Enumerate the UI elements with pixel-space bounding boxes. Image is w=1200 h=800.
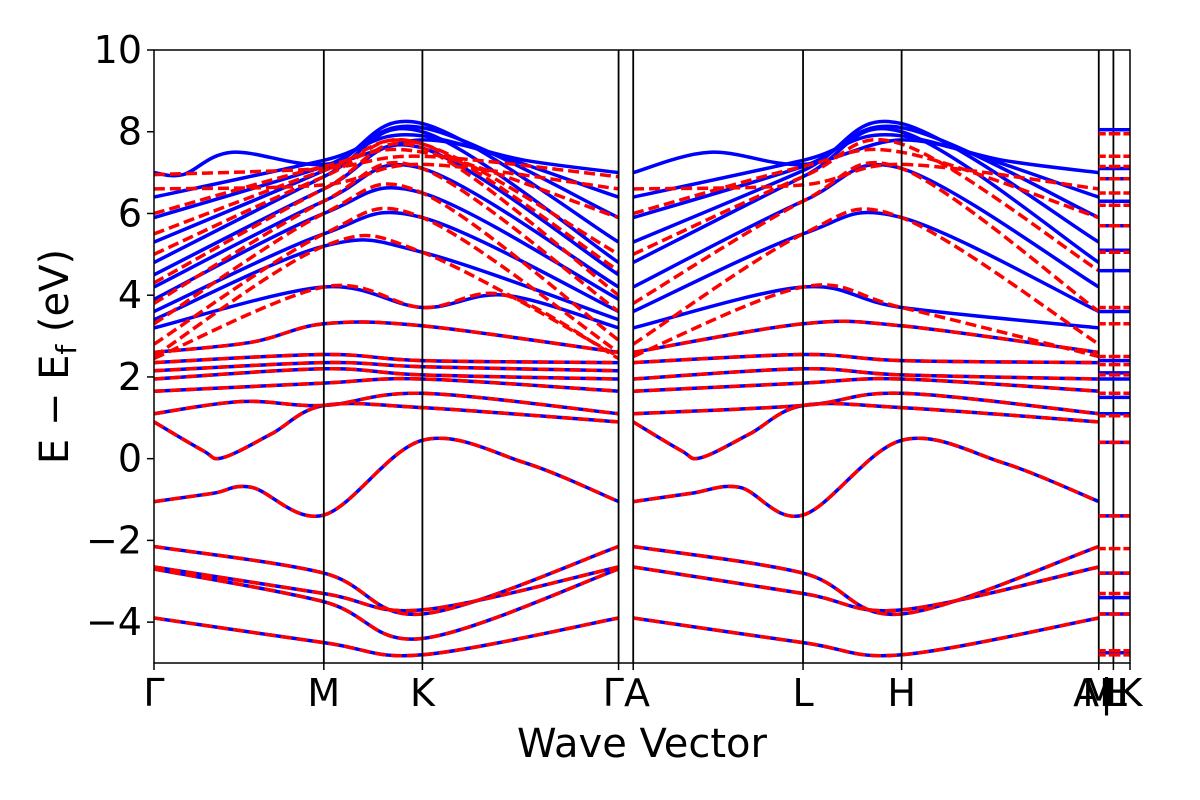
y-tick-label: −4 (86, 600, 142, 644)
x-tick-label: H (1099, 671, 1128, 715)
band-line (154, 147, 620, 220)
band-line (633, 352, 1099, 365)
band-line (632, 147, 1100, 220)
band-line (154, 544, 620, 617)
x-tick-label: Γ (143, 671, 164, 715)
y-tick-label: 8 (118, 110, 142, 154)
x-tick-label: H (887, 671, 916, 715)
band-line (154, 401, 619, 461)
band-line (632, 210, 1100, 314)
band-line (633, 162, 1100, 191)
band-line (633, 391, 1099, 416)
band-line (632, 133, 1100, 199)
band-line (154, 138, 620, 256)
band-line (154, 320, 619, 355)
band-line (632, 319, 1100, 355)
y-axis-label-unit: (eV) (32, 249, 78, 345)
band-line (154, 162, 619, 191)
band-line (632, 616, 1100, 658)
band-line (154, 352, 619, 365)
x-tick-label: | (1100, 671, 1113, 716)
x-tick-label: K (410, 671, 436, 715)
band-line (154, 567, 620, 641)
band-line (632, 544, 1100, 617)
plot-frame (153, 49, 1131, 664)
band-line (632, 283, 1100, 359)
y-tick-label: −2 (86, 518, 142, 562)
y-tick-label: 4 (118, 273, 142, 317)
band-line (154, 366, 619, 381)
band-line (154, 133, 620, 199)
x-tick-label: L (1106, 671, 1127, 715)
band-line (154, 376, 619, 393)
band-line (632, 137, 1100, 273)
band-line (632, 436, 1100, 519)
band-line (633, 366, 1099, 381)
band-line (633, 376, 1099, 393)
y-tick-label: 0 (118, 437, 142, 481)
band-line (632, 616, 1100, 658)
x-tick-label: ΓA (603, 671, 650, 715)
high-symmetry-lines (322, 50, 1115, 663)
band-line (154, 616, 619, 658)
band-line (632, 565, 1100, 613)
x-tick-label: M (307, 671, 340, 715)
band-line (154, 160, 620, 313)
bands-layer (154, 119, 1100, 658)
band-line (632, 436, 1100, 519)
band-line (154, 401, 619, 461)
y-axis-label-main: E − E (32, 355, 78, 465)
band-line (154, 233, 620, 359)
band-line (154, 283, 620, 361)
band-line (154, 154, 619, 179)
band-line (154, 360, 619, 373)
band-line (154, 391, 619, 416)
band-line (154, 436, 620, 519)
band-line (154, 182, 620, 342)
y-tick-label: 6 (118, 191, 142, 235)
band-line (154, 616, 619, 658)
band-line (632, 138, 1100, 175)
x-tick-label: K (1118, 671, 1144, 715)
band-line (154, 210, 620, 314)
band-line (154, 185, 620, 301)
y-axis-ticks: −4 −2 0 2 4 6 8 10 (86, 28, 154, 644)
band-line (632, 401, 1099, 461)
x-axis-ticks: Γ M K ΓA L H AM|LHK (143, 663, 1144, 716)
band-line (154, 206, 620, 354)
short-segment-layer (1098, 127, 1130, 657)
band-line (154, 320, 619, 355)
series-red-dashed (154, 137, 1100, 658)
band-line (632, 319, 1100, 355)
band-line (632, 284, 1099, 330)
band-line (154, 436, 620, 519)
band-line (154, 238, 620, 322)
x-tick-label: M (1082, 671, 1115, 715)
y-tick-label: 10 (94, 28, 142, 72)
x-tick-label: L (792, 671, 813, 715)
y-tick-label: 2 (118, 355, 142, 399)
band-line (154, 565, 619, 613)
y-axis-label-subscript: f (50, 344, 83, 355)
band-line (632, 160, 1100, 313)
band-line (632, 207, 1100, 346)
y-axis-label: E − Ef (eV) (32, 249, 83, 464)
x-tick-label: A (1073, 671, 1099, 715)
x-axis-label: Wave Vector (517, 721, 768, 767)
